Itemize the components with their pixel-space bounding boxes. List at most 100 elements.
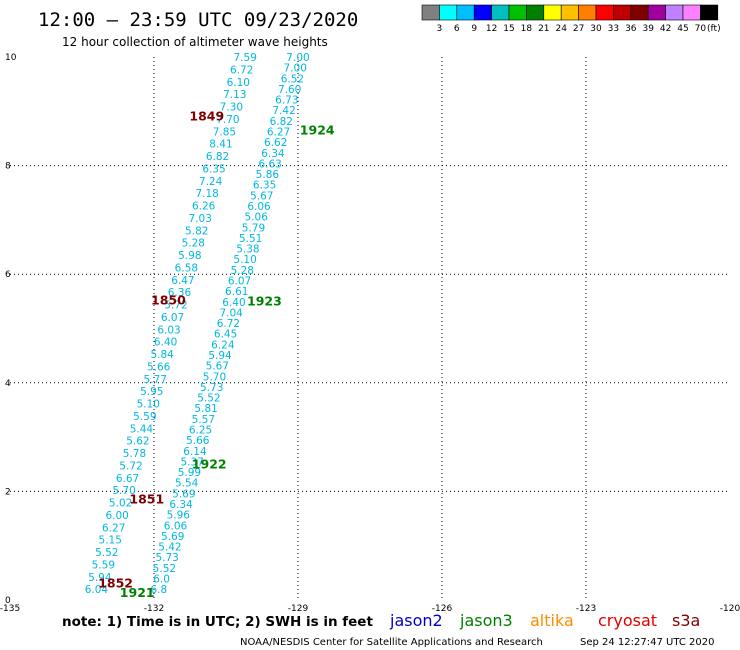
wave-height-value: 6.82 (206, 151, 229, 163)
wave-height-value: 6.72 (230, 64, 253, 76)
wave-height-value: 5.82 (185, 225, 208, 237)
wave-height-value: 7.00 (286, 52, 309, 64)
wave-height-value: 6.35 (202, 163, 225, 175)
wave-height-value: 5.67 (206, 361, 229, 373)
wave-height-value: 6.72 (217, 318, 240, 330)
satellite-cryosat: cryosat (598, 611, 657, 630)
wave-height-value: 5.78 (123, 448, 146, 460)
colorbar-swatch (526, 4, 545, 21)
colorbar-swatch (647, 4, 666, 21)
color-legend: 3 6 9 12 15 18 21 24 27 30 33 36 39 42 45 70 (ft) (421, 4, 721, 34)
chart-title: 12:00 – 23:59 UTC 09/23/2020 (38, 9, 358, 31)
wave-height-value: 6.34 (261, 148, 285, 160)
wave-height-value: 6.45 (214, 329, 237, 341)
wave-height-value: 5.70 (203, 371, 226, 383)
pass-time-label: 1851 (129, 492, 164, 507)
wave-height-value: 5.94 (208, 350, 232, 362)
pass-time-label: 1850 (151, 292, 186, 307)
wave-height-value: 6.10 (227, 77, 250, 89)
colorbar-label: 24 (555, 24, 567, 34)
wave-height-value: 5.69 (161, 531, 184, 543)
wave-height-value: 6.14 (183, 446, 207, 458)
colorbar-swatch (421, 4, 440, 21)
colorbar-swatch (665, 4, 684, 21)
wave-height-value: 6.03 (157, 324, 180, 336)
colorbar-label: 27 (573, 24, 584, 34)
x-tick-label: -126 (432, 604, 453, 614)
wave-height-value: 7.24 (199, 176, 223, 188)
pass-time-label: 1849 (189, 109, 224, 124)
wave-height-value: 6.52 (281, 73, 304, 85)
colorbar-label: 18 (521, 24, 533, 34)
wave-height-value: 7.04 (219, 307, 243, 319)
colorbar-unit: (ft) (707, 24, 721, 34)
wave-height-value: 6.73 (275, 95, 298, 107)
wave-height-value: 6.25 (189, 424, 212, 436)
wave-height-value: 5.15 (99, 535, 122, 547)
colorbar-swatch (473, 4, 492, 21)
wave-height-value: 5.52 (95, 547, 118, 559)
colorbar-label: 39 (642, 24, 654, 34)
wave-height-value: 7.60 (278, 84, 301, 96)
colorbar-label: 3 (437, 24, 443, 34)
wave-height-value: 7.85 (213, 126, 236, 138)
wave-height-value: 6.07 (161, 312, 184, 324)
wave-height-value: 5.57 (192, 414, 215, 426)
wave-height-value: 7.70 (216, 114, 239, 126)
satellite-legend: jason2 jason3 altika cryosat s3a (389, 611, 700, 630)
wave-height-value: 7.18 (195, 188, 218, 200)
x-tick-label: -123 (576, 604, 596, 614)
wave-height-value: 5.72 (119, 460, 142, 472)
pass-time-label: 1923 (247, 293, 282, 308)
wave-height-value: 5.59 (92, 559, 115, 571)
wave-height-value: 5.28 (231, 265, 254, 277)
colorbar-swatch (491, 4, 510, 21)
wave-height-value: 5.66 (186, 435, 210, 447)
note-text: note: 1) Time is in UTC; 2) SWH is in fe… (62, 614, 373, 630)
colorbar-swatch (630, 4, 649, 21)
wave-height-labels: 7.007.006.527.606.737.426.826.276.626.34… (85, 52, 310, 596)
wave-height-value: 5.52 (153, 563, 176, 575)
wave-height-value: 6.35 (253, 180, 276, 192)
wave-height-value: 5.44 (130, 423, 154, 435)
wave-height-value: 5.42 (158, 542, 181, 554)
colorbar-swatch (595, 4, 614, 21)
colorbar-label: 21 (538, 24, 549, 34)
wave-height-value: 5.69 (172, 488, 195, 500)
satellite-s3a: s3a (672, 611, 700, 630)
wave-height-value: 6.82 (270, 116, 293, 128)
wave-height-value: 7.00 (284, 63, 307, 75)
wave-height-value: 5.38 (236, 244, 259, 256)
wave-height-value: 5.10 (233, 254, 256, 266)
x-tick-label: -120 (720, 604, 740, 614)
y-tick-label: 6 (5, 270, 11, 280)
wave-height-value: 6.47 (171, 275, 194, 287)
grid-lines (10, 57, 730, 600)
wave-height-value: 5.96 (167, 510, 191, 522)
satellite-altika: altika (530, 611, 574, 630)
wave-height-value: 7.13 (223, 89, 246, 101)
colorbar-swatch (508, 4, 527, 21)
colorbar-swatch (456, 4, 475, 21)
wave-height-value: 6.07 (228, 275, 251, 287)
wave-height-value: 6.58 (175, 262, 198, 274)
x-tick-label: -132 (144, 604, 164, 614)
colorbar-swatch (560, 4, 579, 21)
wave-height-value: 5.02 (109, 498, 132, 510)
axes: -135 -132 -129 -126 -123 -120 0 2 4 6 8 10 (0, 53, 740, 614)
footer-agency: NOAA/NESDIS Center for Satellite Applica… (240, 637, 543, 648)
wave-height-value: 7.59 (234, 52, 257, 64)
y-tick-label: 2 (5, 487, 11, 497)
wave-height-value: 5.81 (194, 403, 217, 415)
wave-height-value: 6.0 (153, 573, 170, 585)
colorbar-swatch (700, 4, 719, 21)
x-tick-label: -129 (288, 604, 309, 614)
colorbar-swatch (613, 4, 632, 21)
y-tick-label: 10 (5, 53, 17, 63)
wave-height-value: 7.42 (272, 105, 295, 117)
wave-height-value: 8.41 (209, 139, 232, 151)
wave-height-value: 5.72 (164, 300, 187, 312)
wave-height-value: 6.61 (225, 286, 248, 298)
colorbar-label: 9 (471, 24, 477, 34)
colorbar-label: 30 (590, 24, 602, 34)
